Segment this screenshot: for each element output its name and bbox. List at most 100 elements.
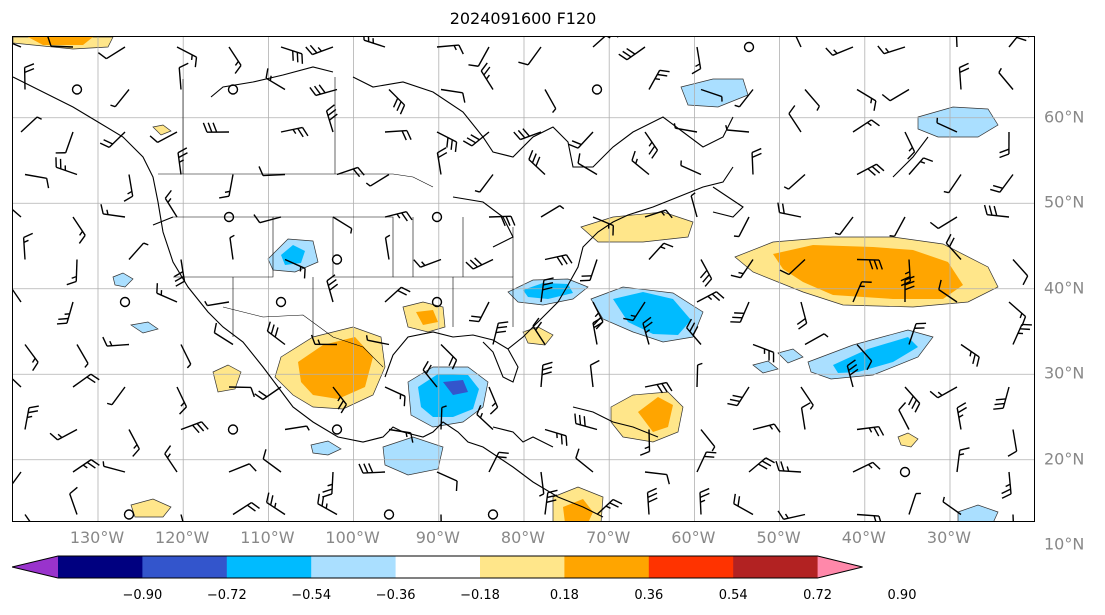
wind-barb [955,37,958,48]
latitude-label: 60°N [1044,107,1085,127]
wind-barb [730,259,754,279]
wind-barb [856,344,873,371]
wind-barb [513,128,542,141]
wind-barb [178,62,189,90]
wind-barb [284,425,310,431]
wind-barb [904,386,921,413]
longitude-label: 50°W [756,528,801,547]
wind-barb [265,68,286,91]
wind-barb [436,471,458,492]
wind-barb [696,291,725,303]
wind-barb [55,157,78,176]
wind-barb [123,174,134,202]
wind-barb [574,413,598,431]
wind-barb [128,242,149,260]
wind-barb [700,429,716,452]
wind-barb [642,316,653,345]
wind-barb [733,493,754,516]
wind-barb [76,344,89,368]
wind-barb [20,116,42,133]
wind-barb [462,131,490,147]
wind-barb [266,321,286,346]
wind-barb [173,259,186,287]
wind-barb [690,192,698,218]
wind-barb [480,62,494,90]
wind-barb [540,205,565,218]
wind-barb [13,471,22,485]
wind-barb [777,202,802,218]
wind-barb [384,234,391,260]
wind-barb [384,386,406,407]
colorbar [12,555,863,579]
positive-anomaly-area [897,432,919,448]
wind-barb [936,117,958,133]
colorbar-segment [733,556,819,578]
wind-barb [788,105,802,133]
wind-barb [834,216,854,236]
calm-wind-marker [331,254,343,265]
wind-barb [908,492,921,515]
calm-wind-marker [275,296,287,308]
colorbar-tick-label: 0.54 [718,588,748,603]
wind-barb [176,386,188,415]
wind-barb [804,89,820,111]
wind-barb [322,471,334,498]
positive-anomaly-area [212,364,242,393]
colorbar-segment [564,556,650,578]
colorbar-tick-label: −0.54 [291,588,332,603]
wind-barb [180,514,184,521]
wind-barb [733,216,750,238]
wind-barb [577,153,598,176]
wind-barb [945,233,962,260]
wind-barb [24,173,50,189]
wind-barb [644,471,670,485]
wind-barb [998,67,1014,90]
wind-barb [856,258,883,270]
wind-barb [358,463,386,474]
wind-barb [540,361,553,388]
negative-anomaly-area [310,440,342,456]
longitude-label: 100°W [325,528,380,547]
wind-barb [384,129,412,141]
wind-barb [699,259,713,287]
positive-anomaly-area [580,211,694,243]
wind-barb [488,215,516,227]
wind-barb [128,429,140,457]
colorbar-segment [226,556,312,578]
wind-barb [149,131,178,144]
wind-barb [644,209,673,219]
wind-barb [856,163,885,176]
wind-barb [889,216,906,238]
wind-barb [156,283,178,303]
borders [158,77,514,368]
wind-barb [436,131,458,153]
coastlines [13,66,929,518]
longitude-label: 110°W [240,528,295,547]
wind-barb [752,423,781,433]
wind-barb [999,131,1010,159]
calm-wind-marker [119,296,131,308]
wind-barb [254,386,282,401]
wind-barb [644,131,659,159]
wind-barb [852,281,872,303]
wind-barb [856,88,877,111]
negative-anomaly-area [752,360,779,374]
wind-barb [280,126,309,138]
wind-barb [384,286,411,303]
latitude-label: 40°N [1044,278,1085,298]
wind-barb [365,335,390,346]
wind-barb [956,447,970,473]
latitude-label: 10°N [1044,534,1085,554]
wind-barb [528,149,546,176]
wind-barb [69,486,78,515]
negative-anomaly-area [917,106,999,138]
wind-barb [592,37,619,48]
wind-barb [958,62,970,90]
wind-barb [686,318,702,345]
wind-barb [176,46,198,68]
wind-barb [734,89,754,108]
wind-barb [202,122,230,133]
wind-barb [332,386,348,414]
wind-barb [253,214,282,224]
wind-barb [539,471,545,497]
